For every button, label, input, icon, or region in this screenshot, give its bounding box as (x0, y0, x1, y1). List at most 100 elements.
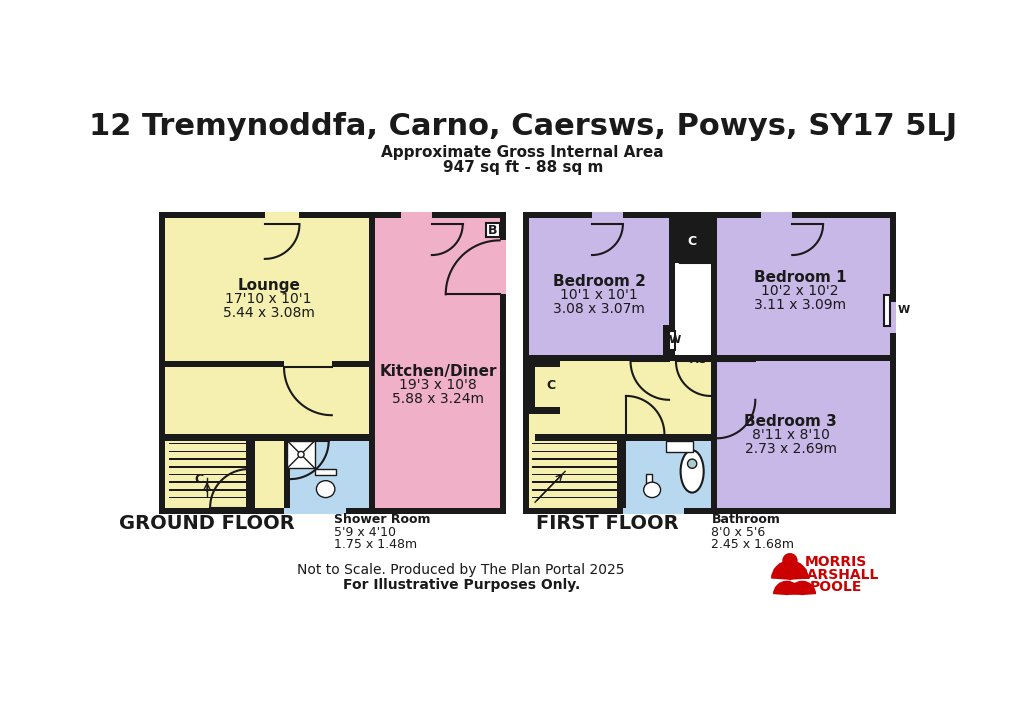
Text: Lounge: Lounge (237, 277, 300, 292)
Bar (529, 355, 716, 361)
Bar (529, 361, 559, 367)
Bar (591, 212, 623, 218)
Text: 8'0 x 5'6: 8'0 x 5'6 (710, 526, 765, 539)
Text: 2.45 x 1.68m: 2.45 x 1.68m (710, 538, 794, 551)
Text: B: B (487, 224, 497, 237)
Text: 3.08 x 3.07m: 3.08 x 3.07m (552, 302, 644, 316)
Bar (499, 240, 505, 294)
Bar (165, 508, 249, 514)
Bar (890, 302, 896, 333)
Bar (529, 434, 710, 441)
Bar (283, 434, 290, 441)
Bar (529, 218, 668, 361)
Text: 5.88 x 3.24m: 5.88 x 3.24m (391, 392, 484, 406)
Bar (662, 325, 668, 356)
Text: W: W (668, 336, 681, 346)
Bar (246, 441, 249, 508)
Text: Bedroom 2: Bedroom 2 (552, 274, 645, 289)
Bar (616, 441, 620, 508)
Bar (499, 212, 505, 514)
Bar (283, 508, 345, 514)
Bar (168, 482, 246, 483)
Bar (529, 434, 535, 441)
Text: Bedroom 3: Bedroom 3 (744, 414, 837, 429)
Bar (159, 212, 505, 218)
Bar (710, 218, 716, 361)
Text: 19'3 x 10'8: 19'3 x 10'8 (398, 378, 477, 392)
Text: W: W (897, 305, 909, 315)
Text: 5.44 x 3.08m: 5.44 x 3.08m (222, 306, 314, 320)
Bar (522, 212, 896, 218)
Text: GROUND FLOOR: GROUND FLOOR (119, 514, 294, 534)
Bar (532, 497, 616, 498)
Bar (532, 489, 616, 490)
Bar (400, 212, 431, 218)
Bar (369, 218, 375, 508)
Bar (623, 434, 716, 508)
Text: 10'2 x 10'2: 10'2 x 10'2 (760, 284, 838, 298)
Circle shape (298, 451, 304, 457)
Bar (375, 218, 499, 508)
Bar (890, 289, 896, 295)
Bar (165, 367, 369, 434)
Text: 5'9 x 4'10: 5'9 x 4'10 (334, 526, 395, 539)
Text: MORRIS: MORRIS (804, 555, 866, 570)
Bar (287, 441, 315, 468)
Bar (529, 434, 623, 508)
Text: 12 Tremynoddfa, Carno, Caersws, Powys, SY17 5LJ: 12 Tremynoddfa, Carno, Caersws, Powys, S… (89, 112, 956, 141)
Bar (532, 443, 616, 444)
Bar (168, 497, 246, 498)
Bar (265, 212, 300, 218)
Text: Kitchen/Diner: Kitchen/Diner (379, 364, 496, 379)
Bar (529, 361, 535, 408)
Bar (665, 441, 692, 452)
Bar (532, 466, 616, 467)
Text: Bedroom 1: Bedroom 1 (753, 270, 846, 285)
Bar (716, 218, 890, 361)
Bar (315, 469, 336, 475)
Bar (165, 434, 369, 441)
Text: FIRST FLOOR: FIRST FLOOR (536, 514, 678, 534)
Ellipse shape (643, 482, 660, 498)
Ellipse shape (687, 459, 696, 468)
Text: 8'11 x 8'10: 8'11 x 8'10 (751, 428, 828, 442)
Text: For Illustrative Purposes Only.: For Illustrative Purposes Only. (342, 578, 579, 593)
Bar (168, 466, 246, 467)
Bar (485, 223, 499, 238)
Bar (668, 224, 675, 263)
Bar (716, 355, 890, 361)
Ellipse shape (316, 481, 334, 498)
Bar (249, 434, 255, 514)
Text: AC: AC (689, 355, 706, 365)
Bar (522, 212, 529, 514)
Bar (283, 361, 331, 367)
Bar (668, 218, 716, 224)
Bar (645, 474, 651, 483)
Text: 17'10 x 10'1: 17'10 x 10'1 (225, 292, 312, 306)
Bar (532, 482, 616, 483)
Bar (716, 361, 890, 508)
Bar (165, 218, 369, 367)
Bar (668, 218, 675, 361)
Text: 1.75 x 1.48m: 1.75 x 1.48m (334, 538, 417, 551)
Bar (168, 443, 246, 444)
Bar (168, 451, 246, 452)
Bar (165, 361, 369, 367)
Bar (522, 508, 896, 514)
Text: MARSHALL: MARSHALL (793, 567, 878, 582)
Bar (883, 295, 890, 326)
Text: Bathroom: Bathroom (710, 513, 780, 526)
Bar (532, 474, 616, 475)
Bar (283, 434, 369, 508)
Bar (283, 434, 290, 508)
Text: Shower Room: Shower Room (334, 513, 430, 526)
Text: POOLE: POOLE (809, 580, 861, 594)
Text: Not to Scale. Produced by The Plan Portal 2025: Not to Scale. Produced by The Plan Porta… (298, 563, 625, 577)
Bar (532, 451, 616, 452)
Bar (623, 508, 684, 514)
Text: C: C (195, 472, 204, 485)
Bar (168, 474, 246, 475)
Text: 2.73 x 2.69m: 2.73 x 2.69m (744, 442, 836, 456)
Bar (159, 508, 505, 514)
Bar (620, 441, 626, 508)
